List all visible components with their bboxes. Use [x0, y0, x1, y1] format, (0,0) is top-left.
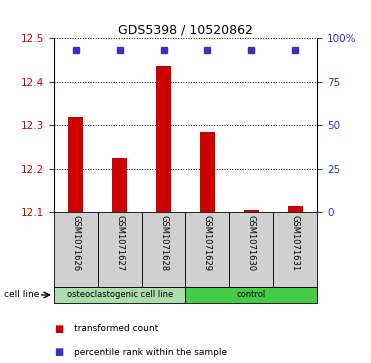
Bar — [142, 212, 186, 287]
Bar — [98, 212, 142, 287]
Text: GSM1071628: GSM1071628 — [159, 215, 168, 271]
Bar — [186, 212, 229, 287]
Text: control: control — [237, 290, 266, 299]
Bar — [54, 287, 185, 303]
Text: osteoclastogenic cell line: osteoclastogenic cell line — [66, 290, 173, 299]
Bar — [112, 158, 127, 212]
Text: GSM1071631: GSM1071631 — [291, 215, 300, 271]
Bar — [273, 212, 317, 287]
Bar — [229, 212, 273, 287]
Text: GSM1071627: GSM1071627 — [115, 215, 124, 271]
Text: percentile rank within the sample: percentile rank within the sample — [74, 348, 227, 356]
Bar — [68, 117, 83, 212]
Text: transformed count: transformed count — [74, 324, 158, 333]
Bar — [54, 212, 98, 287]
Title: GDS5398 / 10520862: GDS5398 / 10520862 — [118, 24, 253, 37]
Text: cell line: cell line — [4, 290, 39, 299]
Bar — [200, 132, 215, 212]
Bar — [288, 206, 303, 212]
Bar — [244, 210, 259, 212]
Bar — [156, 66, 171, 212]
Bar — [186, 287, 317, 303]
Text: ■: ■ — [54, 347, 63, 357]
Text: GSM1071626: GSM1071626 — [71, 215, 80, 271]
Text: GSM1071629: GSM1071629 — [203, 215, 212, 270]
Text: ■: ■ — [54, 323, 63, 334]
Text: GSM1071630: GSM1071630 — [247, 215, 256, 271]
